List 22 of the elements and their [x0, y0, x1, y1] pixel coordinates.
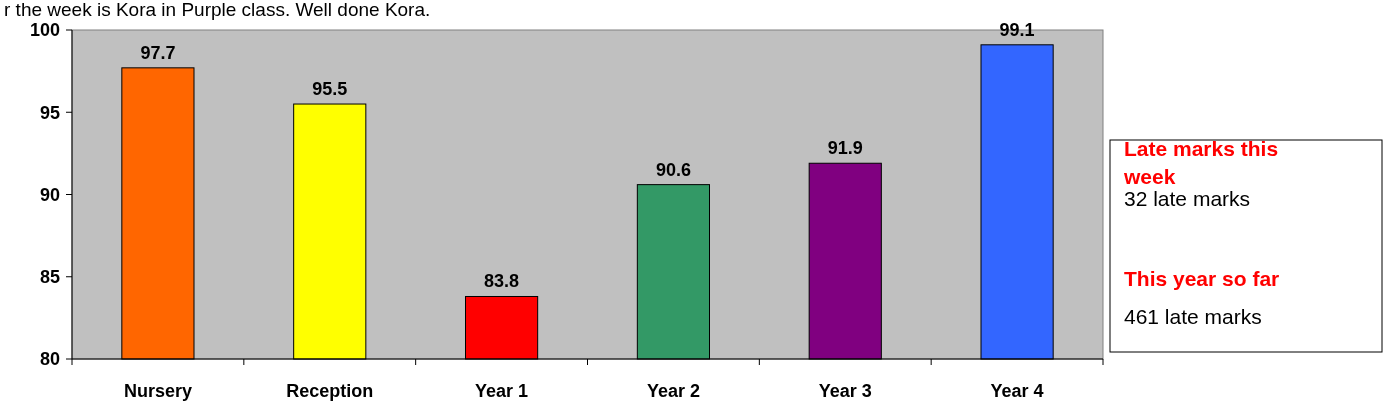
y-tick-label: 80 — [39, 349, 60, 370]
y-tick-label: 100 — [29, 20, 60, 41]
text: r the week is Kora in Purple class. Well done Kora. — [4, 0, 431, 20]
x-tick-label: Year 3 — [818, 381, 872, 401]
x-tick-label: Year 1 — [475, 381, 529, 401]
y-tick-label: 90 — [39, 184, 60, 205]
data-label: 95.5 — [312, 79, 348, 100]
x-tick-label: Reception — [286, 381, 374, 401]
data-label: 99.1 — [999, 19, 1035, 40]
text: 461 late marks — [1124, 305, 1262, 328]
x-tick-label: Nursery — [123, 381, 192, 401]
data-label: 90.6 — [655, 159, 691, 180]
y-tick-label: 95 — [39, 102, 60, 123]
x-tick-label: Year 2 — [646, 381, 700, 401]
text: Late marks this week — [1123, 137, 1279, 188]
data-label: 83.8 — [484, 271, 520, 292]
x-tick-label: Year 4 — [990, 381, 1044, 401]
data-label: 97.7 — [140, 42, 176, 63]
text: 32 late marks — [1124, 187, 1251, 210]
text: This year so far — [1124, 267, 1280, 290]
data-label: 91.9 — [827, 138, 863, 159]
y-tick-label: 85 — [39, 267, 60, 288]
